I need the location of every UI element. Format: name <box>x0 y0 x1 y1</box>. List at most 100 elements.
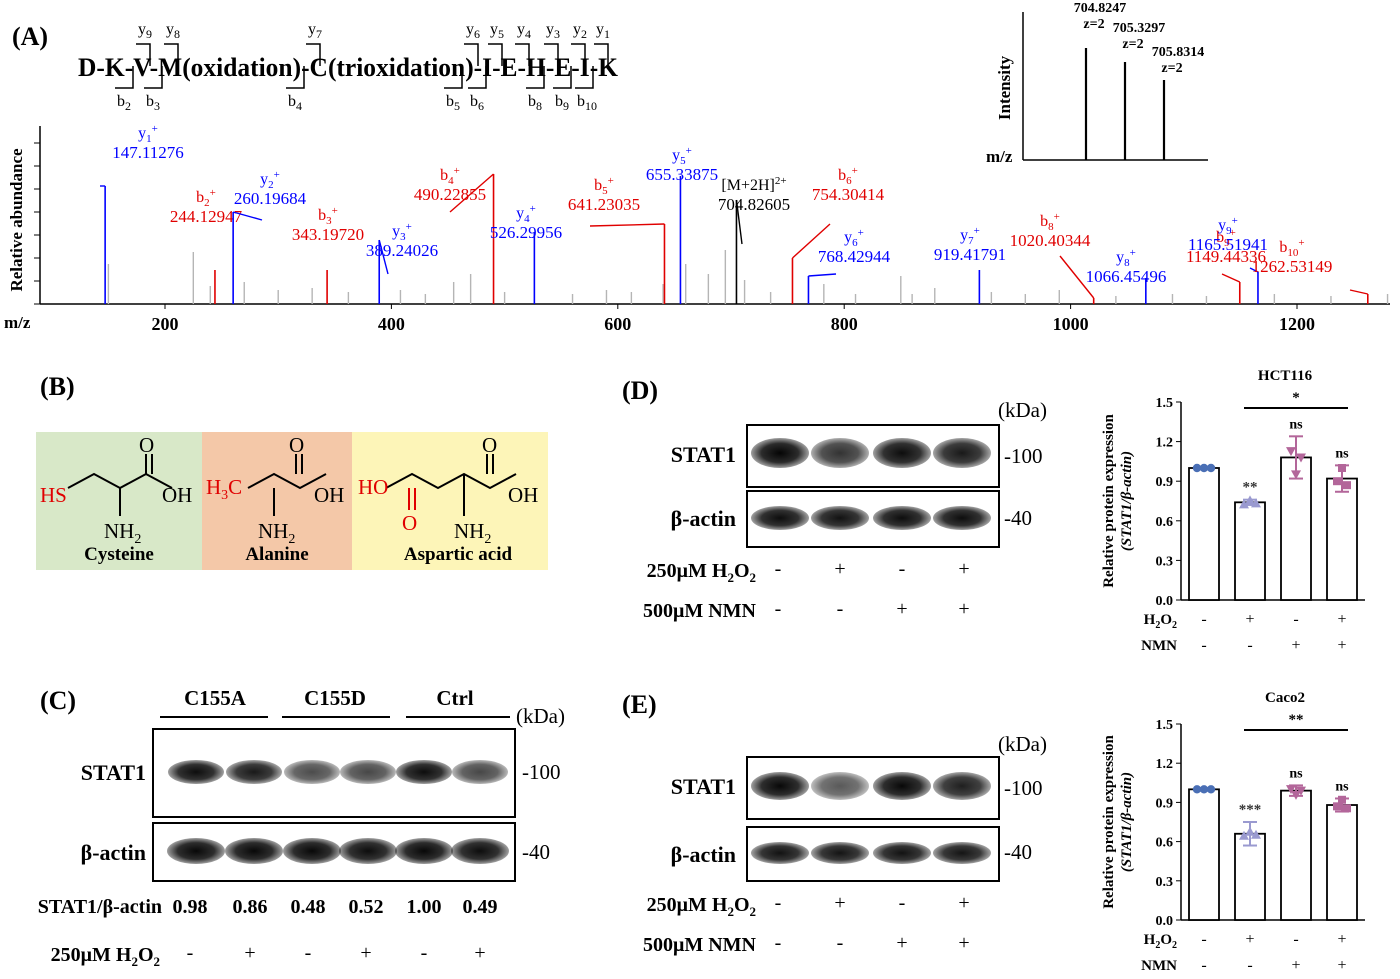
ion-label: y3+ <box>392 221 412 243</box>
ion-label: y8+ <box>1116 247 1136 269</box>
h2o2-sign: + <box>1337 611 1346 628</box>
group-underline <box>160 716 268 718</box>
isotope-charge: z=2 <box>1122 37 1143 52</box>
b-ion-label: b10 <box>577 93 597 113</box>
mw-marker-100: -100 <box>1004 444 1043 468</box>
protein-band <box>226 760 282 784</box>
data-point <box>1206 463 1216 473</box>
group-c155d: C155D <box>304 686 366 710</box>
group-c155a: C155A <box>184 686 246 710</box>
protein-band <box>933 772 991 800</box>
treatment-sign: + <box>958 598 970 620</box>
ion-mz: 1262.53149 <box>1252 257 1333 276</box>
x-tick-label: 600 <box>604 314 631 334</box>
ion-mz: 768.42944 <box>818 247 891 266</box>
treatment-sign: + <box>474 942 486 964</box>
treatment-sign: - <box>836 932 844 954</box>
y-tick-label: 1.2 <box>1156 436 1174 451</box>
row-label-nmn: NMN <box>1141 638 1177 654</box>
panel-b-label: (B) <box>40 372 75 401</box>
row-label-actin: β-actin <box>670 506 736 531</box>
data-point <box>1338 795 1346 804</box>
ion-label: y7+ <box>960 225 980 247</box>
x-tick-label: 200 <box>152 314 179 334</box>
isotope-mz: 705.3297 <box>1113 21 1166 36</box>
y-ion-label: y4 <box>517 21 531 41</box>
treatment-label: 250μM H2O2 <box>646 894 756 919</box>
y-tick-label: 1.5 <box>1156 718 1174 733</box>
data-point <box>1296 453 1306 463</box>
protein-band <box>283 838 341 864</box>
ion-mz: 490.22855 <box>414 185 486 204</box>
ion-label: y5+ <box>672 145 692 167</box>
mw-marker-40: -40 <box>1004 506 1032 530</box>
data-point <box>1291 790 1301 800</box>
isotope-mz: 704.8247 <box>1074 1 1127 16</box>
y-axis-label: Relative protein expression <box>1101 735 1117 909</box>
treatment-label: 500μM NMN <box>643 600 756 622</box>
bar-chart-caco2: Caco2 Relative protein expression (STAT1/β… <box>1101 690 1365 974</box>
peak-leader <box>735 199 743 245</box>
treatment-sign: + <box>834 892 846 914</box>
protein-band <box>933 438 991 468</box>
peak-leader <box>589 223 665 227</box>
y-tick-label: 1.2 <box>1156 757 1174 772</box>
data-point <box>1286 785 1296 795</box>
h2o2-sign: + <box>1337 931 1346 948</box>
row-label-h2o2: H2O2 <box>1144 612 1177 631</box>
peak-leader <box>1221 273 1241 283</box>
b-ion-labels: b2 b3 b4 b5 b6 b8 b9 b10 <box>117 93 597 113</box>
cysteine-sh: HS <box>40 483 67 507</box>
h2o2-sign: - <box>1201 931 1206 948</box>
b-fragment-mark <box>553 66 572 89</box>
group-underline <box>282 716 390 718</box>
treatment-sign: - <box>774 892 782 914</box>
nmn-sign: - <box>1201 637 1206 654</box>
significance-label: ** <box>1243 480 1258 496</box>
ratio-value: 0.98 <box>172 896 208 918</box>
data-point <box>1206 785 1216 794</box>
mw-marker-40: -40 <box>522 840 550 864</box>
h2o2-sign: - <box>1293 931 1298 948</box>
kda-unit: (kDa) <box>998 398 1047 422</box>
aspartic-acid-box <box>352 432 548 570</box>
y-axis-label: Relative protein expression <box>1101 414 1117 588</box>
protein-band <box>395 838 453 864</box>
data-point <box>1239 499 1249 509</box>
ion-mz: 389.24026 <box>366 241 438 260</box>
protein-band <box>451 838 509 864</box>
protein-band <box>751 772 809 800</box>
ratio-value: 0.48 <box>290 896 326 918</box>
peptide-sequence-diagram: D-K-V-M(oxidation)-C(trioxidation)-I-E-H… <box>78 21 619 113</box>
y-fragment-mark <box>136 43 151 66</box>
b-ion-label: b3 <box>146 93 160 113</box>
cysteine-o: O <box>139 433 154 457</box>
ion-mz: 641.23035 <box>568 195 640 214</box>
ratio-label: STAT1/β-actin <box>37 896 162 918</box>
x-tick-label: 400 <box>378 314 405 334</box>
data-point <box>1192 463 1202 473</box>
y-fragment-mark <box>571 43 586 66</box>
protein-band <box>751 506 809 530</box>
treatment-label: 250μM H2O2 <box>646 560 756 585</box>
data-point <box>1251 829 1261 839</box>
bar <box>1326 804 1358 921</box>
peak-leader <box>378 239 389 275</box>
peak-leader <box>449 173 494 213</box>
y-tick-label: 1.5 <box>1156 396 1174 411</box>
peak-leader <box>1059 255 1095 299</box>
y-fragment-mark <box>464 43 479 66</box>
y-tick-label: 0.3 <box>1156 554 1174 569</box>
y-tick-label: 0.6 <box>1156 836 1174 851</box>
ion-mz: 704.82605 <box>718 195 790 214</box>
panel-c-label: (C) <box>40 686 77 715</box>
treat-label-h2o2: 250μM H2O2 <box>50 944 160 969</box>
bar <box>1326 477 1358 601</box>
bar <box>1234 501 1266 601</box>
ion-mz: 526.29956 <box>490 223 562 242</box>
b-fragment-mark <box>575 66 594 89</box>
treatment-sign: - <box>836 598 844 620</box>
mw-marker-40: -40 <box>1004 840 1032 864</box>
peak-leader <box>232 211 263 221</box>
protein-band <box>751 842 809 864</box>
